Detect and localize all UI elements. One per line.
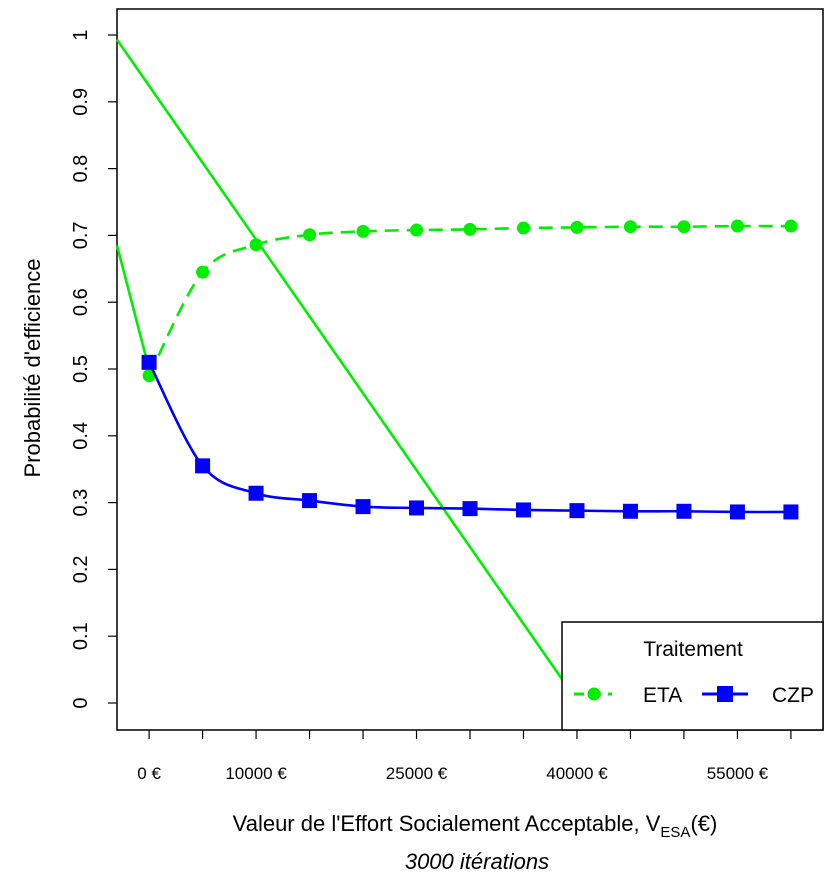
reference-lines — [115, 38, 573, 694]
y-tick-label: 1 — [70, 29, 92, 40]
x-axis-title-main: Valeur de l'Effort Socialement Acceptabl… — [233, 811, 661, 836]
data-point-czp — [302, 493, 318, 509]
data-point-czp — [515, 502, 531, 518]
data-point-eta — [356, 224, 370, 238]
data-point-eta — [196, 265, 210, 279]
data-point-czp — [248, 485, 264, 501]
data-point-eta — [784, 219, 798, 233]
y-tick-label: 0.9 — [70, 88, 92, 116]
legend-eta-marker — [587, 687, 601, 701]
y-tick-label: 0.5 — [70, 355, 92, 383]
legend: Traitement ETA CZP — [561, 621, 824, 731]
data-point-czp — [355, 499, 371, 515]
x-tick-label: 25000 € — [386, 764, 448, 783]
series-eta — [142, 219, 798, 383]
series-line-czp — [147, 361, 791, 514]
y-tick-label: 0.8 — [70, 155, 92, 183]
series-czp — [141, 354, 799, 520]
y-tick-label: 0.1 — [70, 622, 92, 650]
data-point-eta — [303, 228, 317, 242]
y-tick-label: 0.6 — [70, 288, 92, 316]
data-point-eta — [623, 220, 637, 234]
data-point-eta — [730, 219, 744, 233]
series-layer — [141, 219, 799, 520]
y-tick-label: 0.4 — [70, 422, 92, 450]
data-point-eta — [142, 369, 156, 383]
x-tick-label: 0 € — [137, 764, 161, 783]
data-point-eta — [249, 238, 263, 252]
data-point-czp — [195, 458, 211, 474]
data-point-eta — [570, 220, 584, 234]
data-point-czp — [569, 503, 585, 519]
legend-czp-label: CZP — [772, 684, 814, 707]
legend-box — [561, 621, 824, 731]
x-axis-title-subscript: ESA — [660, 824, 690, 841]
x-axis: 0 € 10000 € 25000 € 40000 € 55000 € — [137, 730, 792, 783]
x-axis-title: Valeur de l'Effort Socialement Acceptabl… — [233, 811, 718, 841]
chart-subtitle: 3000 itérations — [405, 849, 549, 874]
x-tick-label: 40000 € — [546, 764, 608, 783]
x-axis-title-unit: (€) — [690, 811, 717, 836]
data-point-eta — [516, 221, 530, 235]
series-line-eta — [147, 224, 791, 377]
y-tick-label: 0.3 — [70, 489, 92, 517]
data-point-eta — [677, 220, 691, 234]
y-tick-label: 0 — [70, 697, 92, 708]
y-axis-title: Probabilité d'efficience — [20, 258, 45, 477]
data-point-czp — [676, 503, 692, 519]
legend-title: Traitement — [643, 638, 743, 661]
x-tick-label: 10000 € — [225, 764, 287, 783]
data-point-czp — [462, 501, 478, 517]
y-axis: 0 0.1 0.2 0.3 0.4 0.5 0.6 0.7 0.8 0.9 1 — [70, 29, 117, 709]
data-point-czp — [409, 500, 425, 516]
reference-line — [115, 38, 573, 694]
data-point-czp — [141, 354, 157, 370]
data-point-czp — [729, 504, 745, 520]
data-point-eta — [463, 222, 477, 236]
reference-line — [115, 245, 151, 370]
y-tick-label: 0.2 — [70, 555, 92, 583]
y-tick-label: 0.7 — [70, 221, 92, 249]
x-tick-label: 55000 € — [707, 764, 769, 783]
data-point-eta — [410, 223, 424, 237]
legend-eta-label: ETA — [643, 684, 682, 707]
legend-czp-marker — [717, 686, 733, 702]
data-point-czp — [622, 503, 638, 519]
data-point-czp — [783, 504, 799, 520]
